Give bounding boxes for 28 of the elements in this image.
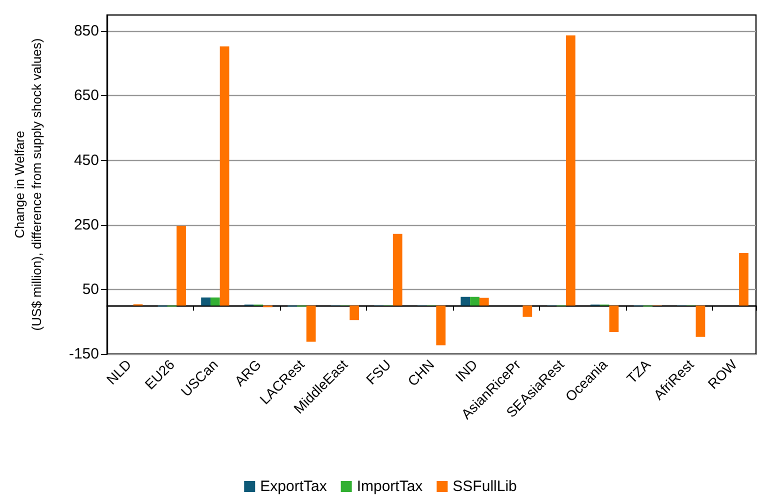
y-axis-title: Change in Welfare (US$ million), difference from supply shock values) — [12, 38, 44, 331]
bar — [470, 296, 480, 306]
y-tick-label: -150 — [68, 346, 99, 362]
y-tick-label: 850 — [74, 22, 99, 40]
legend-label: ExportTax — [260, 478, 328, 495]
bar — [350, 306, 360, 320]
bar — [210, 298, 220, 306]
bar — [392, 234, 402, 306]
x-tick-label: TZA — [623, 356, 654, 386]
x-tick-label: NLD — [103, 356, 134, 388]
bar — [522, 306, 532, 317]
bar — [176, 226, 186, 306]
y-tick-label: 450 — [74, 152, 99, 169]
bar — [609, 306, 619, 332]
bar — [460, 296, 470, 306]
bar — [566, 35, 576, 306]
legend-label: SSFullLib — [452, 478, 517, 495]
bar — [479, 298, 489, 306]
bar — [201, 298, 210, 306]
legend-label: ImportTax — [356, 478, 424, 495]
y-tick-label: 50 — [82, 280, 99, 298]
bar — [306, 306, 316, 342]
y-tick-label: 250 — [74, 216, 99, 234]
y-tick-label: 650 — [74, 87, 99, 104]
bar — [436, 306, 446, 346]
bar — [220, 46, 230, 306]
bar — [739, 252, 748, 306]
bar — [696, 306, 706, 337]
